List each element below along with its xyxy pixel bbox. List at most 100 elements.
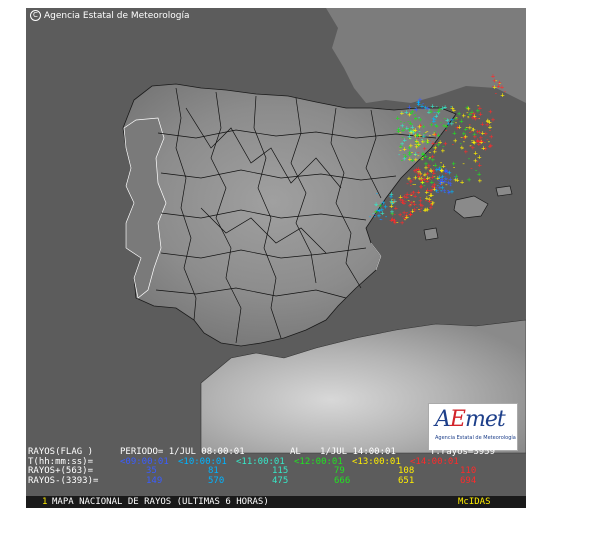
strike-negative-mark: -	[411, 180, 415, 188]
strike-negative-mark: -	[426, 197, 430, 205]
strike-negative-mark: -	[477, 128, 481, 136]
strike-positive-mark: +	[445, 168, 449, 176]
time-bin-4: <12:00:01	[294, 456, 343, 467]
france-landmass	[326, 8, 526, 103]
strike-positive-mark: +	[403, 152, 407, 160]
strike-negative-mark: -	[413, 141, 417, 149]
credit-text: Agencia Estatal de Meteorología	[44, 11, 190, 21]
strike-positive-mark: +	[484, 130, 488, 138]
strike-positive-mark: +	[468, 124, 472, 132]
strike-negative-mark: -	[430, 198, 434, 206]
strike-positive-mark: +	[417, 123, 421, 131]
strike-negative-mark: -	[413, 106, 417, 114]
strike-positive-mark: +	[405, 190, 409, 198]
mcidas-brand: McIDAS	[458, 497, 491, 507]
strike-negative-mark: -	[391, 199, 395, 207]
strike-positive-mark: +	[431, 183, 435, 191]
strike-positive-mark: +	[423, 153, 427, 161]
positive-label: RAYOS+(563)=	[28, 466, 94, 477]
strike-positive-mark: +	[460, 179, 464, 187]
strike-positive-mark: +	[443, 168, 447, 176]
strike-negative-mark: -	[434, 174, 438, 182]
strike-positive-mark: +	[479, 134, 483, 142]
strike-positive-mark: +	[393, 219, 397, 227]
strike-negative-mark: -	[429, 190, 433, 198]
strike-negative-mark: -	[400, 156, 404, 164]
strike-negative-mark: -	[418, 208, 422, 216]
strike-negative-mark: -	[469, 165, 473, 173]
strike-positive-mark: +	[438, 173, 442, 181]
strike-positive-mark: +	[459, 117, 463, 125]
strike-positive-mark: +	[423, 171, 427, 179]
strike-negative-mark: -	[421, 102, 425, 110]
strike-positive-mark: +	[478, 162, 482, 170]
strike-positive-mark: +	[438, 139, 442, 147]
strike-positive-mark: +	[473, 115, 477, 123]
strike-negative-mark: -	[415, 204, 419, 212]
strike-negative-mark: -	[419, 171, 423, 179]
strike-positive-mark: +	[471, 126, 475, 134]
strike-negative-mark: -	[403, 216, 407, 224]
negative-count-4: 666	[334, 475, 351, 486]
strike-negative-mark: -	[413, 104, 417, 112]
strike-negative-mark: -	[477, 138, 481, 146]
strike-positive-mark: +	[443, 104, 447, 112]
strike-positive-mark: +	[462, 130, 466, 138]
positive-count-5: 108	[398, 466, 415, 477]
strike-positive-mark: +	[478, 104, 482, 112]
strike-positive-mark: +	[427, 108, 431, 116]
strike-positive-mark: +	[471, 139, 475, 147]
strike-positive-mark: +	[491, 116, 495, 124]
strike-negative-mark: -	[447, 188, 451, 196]
strike-positive-mark: +	[420, 202, 424, 210]
strike-negative-mark: -	[444, 175, 448, 183]
strike-negative-mark: -	[485, 136, 489, 144]
strike-positive-mark: +	[413, 174, 417, 182]
strike-negative-mark: -	[413, 137, 417, 145]
strike-positive-mark: +	[415, 132, 419, 140]
strike-positive-mark: +	[443, 178, 447, 186]
strike-positive-mark: +	[420, 179, 424, 187]
strike-negative-mark: -	[426, 138, 430, 146]
strike-positive-mark: +	[411, 129, 415, 137]
strike-positive-mark: +	[457, 110, 461, 118]
strike-positive-mark: +	[405, 214, 409, 222]
strike-negative-mark: -	[418, 194, 422, 202]
strike-positive-mark: +	[402, 209, 406, 217]
strike-negative-mark: -	[487, 138, 491, 146]
strike-negative-mark: -	[446, 186, 450, 194]
strike-positive-mark: +	[398, 193, 402, 201]
strike-negative-mark: -	[462, 138, 466, 146]
strike-negative-mark: -	[413, 151, 417, 159]
strike-positive-mark: +	[486, 118, 490, 126]
strike-positive-mark: +	[448, 180, 452, 188]
copyright-icon: C	[30, 10, 41, 21]
strike-positive-mark: +	[383, 203, 387, 211]
legend-period-start: PERIODO= 1/JUL 08:00:01	[120, 447, 245, 457]
strike-negative-mark: -	[413, 115, 417, 123]
strike-positive-mark: +	[422, 133, 426, 141]
strike-positive-mark: +	[421, 138, 425, 146]
strike-positive-mark: +	[431, 153, 435, 161]
strike-positive-mark: +	[421, 150, 425, 158]
strike-negative-mark: -	[420, 105, 424, 113]
strike-positive-mark: +	[400, 198, 404, 206]
strike-negative-mark: -	[446, 116, 450, 124]
strike-positive-mark: +	[414, 143, 418, 151]
legend-period-end: 1/JUL 14:00:01	[320, 447, 396, 457]
legend-header-row: RAYOS(FLAG ) PERIODO= 1/JUL 08:00:01 AL …	[28, 447, 524, 458]
strike-legend: RAYOS(FLAG ) PERIODO= 1/JUL 08:00:01 AL …	[28, 447, 524, 486]
strike-negative-mark: -	[432, 173, 436, 181]
strike-negative-mark: -	[433, 128, 437, 136]
strike-negative-mark: -	[444, 127, 448, 135]
strike-positive-mark: +	[390, 210, 394, 218]
strike-negative-mark: -	[409, 176, 413, 184]
strike-negative-mark: -	[427, 164, 431, 172]
logo-wordmark: AEmet	[435, 407, 506, 432]
strike-negative-mark: -	[422, 176, 426, 184]
strike-negative-mark: -	[427, 166, 431, 174]
strike-positive-mark: +	[440, 177, 444, 185]
strike-negative-mark: -	[439, 186, 443, 194]
strike-positive-mark: +	[400, 140, 404, 148]
strike-positive-mark: +	[408, 151, 412, 159]
